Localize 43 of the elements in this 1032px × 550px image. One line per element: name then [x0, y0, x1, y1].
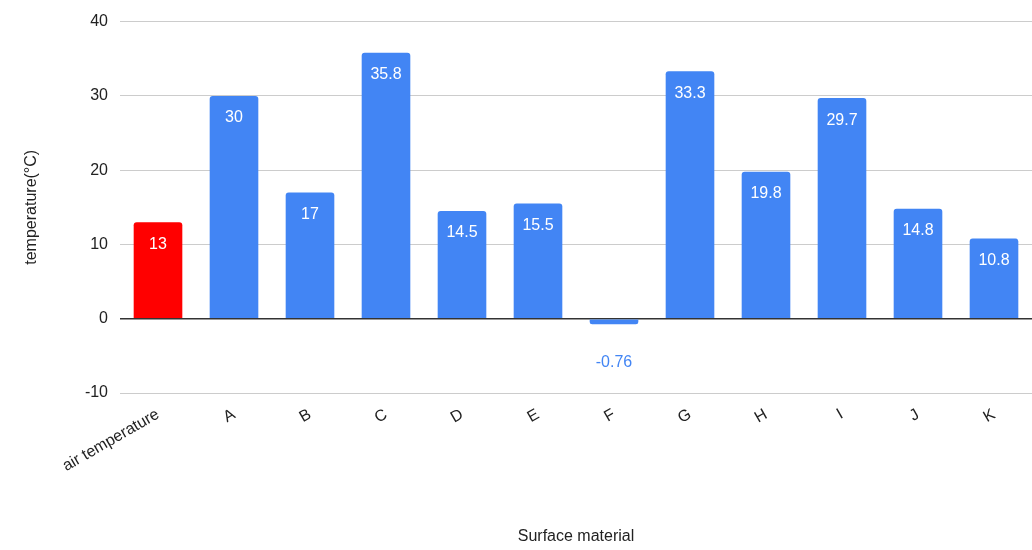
y-tick-label: 30 [90, 86, 109, 104]
x-tick-label: E [523, 405, 542, 426]
data-label: 14.8 [902, 221, 934, 239]
data-label: 33.3 [674, 83, 706, 101]
bar [133, 222, 183, 318]
data-label: 14.5 [446, 223, 478, 241]
y-tick-label: 20 [90, 160, 109, 178]
data-label: 35.8 [370, 65, 402, 83]
bar [893, 208, 943, 318]
bar [817, 98, 867, 318]
data-label: 29.7 [826, 110, 858, 128]
bar [437, 211, 487, 318]
data-label: 30 [225, 108, 243, 126]
x-tick-label: B [295, 405, 314, 426]
bar [513, 203, 563, 318]
bar [209, 95, 259, 318]
bar [665, 71, 715, 318]
y-tick-label: -10 [84, 383, 109, 401]
y-tick-label: 0 [99, 309, 109, 327]
data-label: 17 [301, 204, 319, 222]
x-tick-label: H [751, 405, 770, 426]
data-label: 19.8 [750, 184, 782, 202]
data-label: 13 [149, 234, 167, 252]
bar [285, 192, 335, 318]
x-tick-label: J [906, 405, 922, 424]
y-axis-title: temperature(°C) [22, 149, 40, 265]
x-tick-label: F [600, 404, 618, 425]
data-label: 15.5 [522, 215, 554, 233]
x-tick-label: G [674, 405, 694, 426]
x-tick-label: A [219, 404, 238, 426]
bar [741, 171, 791, 318]
x-tick-label: I [833, 405, 846, 422]
y-tick-label: 10 [90, 234, 109, 252]
x-tick-label: K [979, 404, 998, 426]
data-label: -0.76 [595, 352, 633, 370]
bar [969, 238, 1019, 318]
y-tick-label: 40 [90, 12, 109, 30]
data-label: 10.8 [978, 250, 1010, 268]
x-tick-label: D [447, 405, 466, 426]
x-tick-label: C [371, 405, 390, 426]
x-axis-title: Surface material [517, 526, 635, 544]
bar [589, 319, 639, 325]
bar [361, 52, 411, 318]
